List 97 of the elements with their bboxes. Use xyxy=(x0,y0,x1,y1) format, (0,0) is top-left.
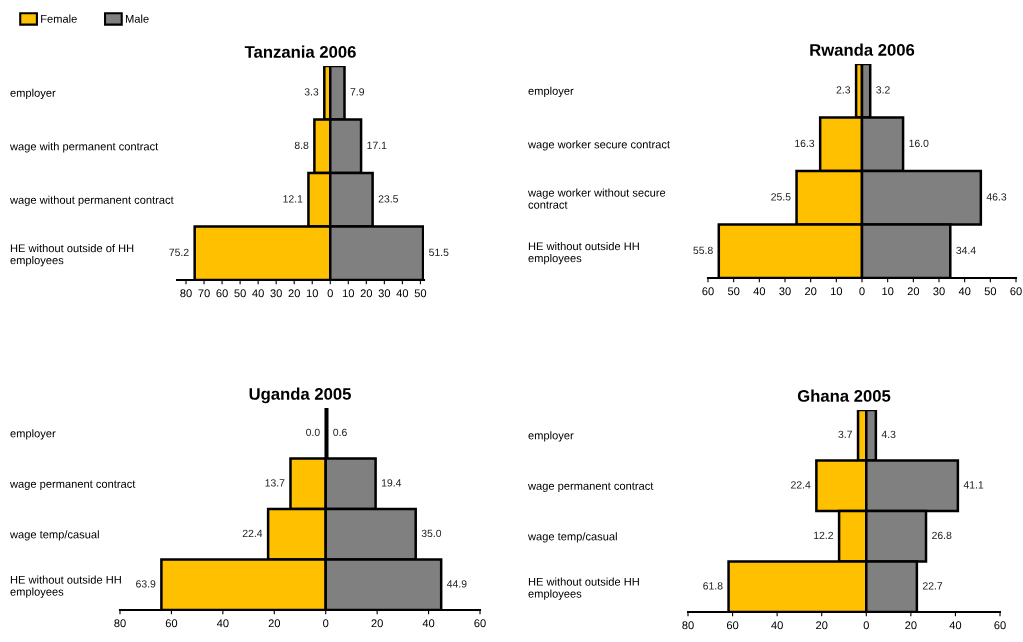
y-tick-label: wage permanent contract xyxy=(527,482,654,493)
data-label: 16.3 xyxy=(795,139,815,148)
legend-label: Female xyxy=(41,14,77,23)
data-label: 0.6 xyxy=(333,428,347,437)
data-label: 22.4 xyxy=(242,529,263,537)
data-label: 0.0 xyxy=(306,428,320,437)
x-tick-label: 40 xyxy=(753,287,766,296)
x-tick-label: 40 xyxy=(396,289,409,298)
x-tick-label: 20 xyxy=(371,619,383,628)
data-label: 55.8 xyxy=(693,246,713,255)
y-tick-label: employer xyxy=(528,86,574,98)
data-label: 46.3 xyxy=(986,193,1007,201)
y-tick-label: employer xyxy=(10,429,56,440)
x-tick-label: 10 xyxy=(306,289,318,298)
y-tick-label: wage with permanent contract xyxy=(9,142,159,153)
legend-label: Male xyxy=(125,14,149,23)
x-tick-label: 30 xyxy=(933,287,945,296)
data-label: 7.9 xyxy=(350,88,365,96)
data-label: 4.3 xyxy=(881,430,896,439)
y-tick-label: HE without outside HH employees xyxy=(10,575,121,598)
y-tick-label: wage temp/casual xyxy=(9,530,99,541)
y-tick-label: employer xyxy=(528,431,574,442)
y-tick-label: wage temp/casual xyxy=(527,532,617,543)
x-tick-label: 40 xyxy=(771,621,783,630)
x-tick-label: 20 xyxy=(805,287,817,296)
chart-title: Rwanda 2006 xyxy=(810,43,915,56)
x-tick-label: 30 xyxy=(270,289,282,298)
data-label: 22.7 xyxy=(922,582,943,590)
y-tick-label: wage permanent contract xyxy=(9,480,136,491)
chart-title: Uganda 2005 xyxy=(249,387,351,404)
x-tick-label: 40 xyxy=(958,287,971,296)
data-label: 3.7 xyxy=(838,430,852,439)
x-tick-label: 20 xyxy=(905,621,917,630)
x-tick-label: 20 xyxy=(268,619,281,628)
data-label: 63.9 xyxy=(136,580,156,588)
y-tick-label: wage worker secure contract xyxy=(527,140,670,151)
data-label: 75.2 xyxy=(169,248,189,257)
data-label: 17.1 xyxy=(367,141,387,149)
x-tick-label: 50 xyxy=(234,289,246,298)
x-tick-label: 80 xyxy=(682,621,694,630)
chart-title: Ghana 2005 xyxy=(797,389,891,402)
data-label: 2.3 xyxy=(836,86,851,94)
x-tick-label: 50 xyxy=(984,287,997,296)
data-label: 3.3 xyxy=(304,88,319,96)
y-tick-label: wage without permanent contract xyxy=(9,195,174,207)
x-tick-label: 60 xyxy=(726,621,739,630)
x-tick-label: 40 xyxy=(949,621,962,630)
data-label: 25.5 xyxy=(771,193,791,201)
x-tick-label: 60 xyxy=(994,621,1006,630)
data-label: 23.5 xyxy=(378,195,399,203)
data-label: 26.8 xyxy=(932,531,952,540)
x-tick-label: 40 xyxy=(216,619,229,628)
x-tick-label: 80 xyxy=(114,619,126,628)
x-tick-label: 20 xyxy=(360,289,373,298)
x-tick-label: 30 xyxy=(378,289,391,298)
x-tick-label: 0 xyxy=(863,621,869,630)
y-tick-label: employer xyxy=(10,88,56,100)
x-tick-label: 60 xyxy=(474,619,486,628)
x-tick-label: 60 xyxy=(1010,287,1022,296)
x-tick-label: 20 xyxy=(288,289,300,298)
x-tick-label: 20 xyxy=(816,621,828,630)
x-tick-label: 0 xyxy=(327,289,333,298)
x-tick-label: 0 xyxy=(323,619,329,628)
y-tick-label: HE without outside HH employees xyxy=(528,242,639,265)
data-label: 61.8 xyxy=(703,582,723,590)
x-tick-label: 60 xyxy=(165,619,178,628)
x-tick-label: 10 xyxy=(831,287,843,296)
data-label: 51.5 xyxy=(429,248,449,257)
data-label: 19.4 xyxy=(381,479,402,487)
chart-title: Tanzania 2006 xyxy=(244,45,356,58)
data-label: 41.1 xyxy=(963,481,984,489)
data-label: 12.2 xyxy=(814,531,834,539)
x-tick-label: 50 xyxy=(727,287,740,296)
y-tick-label: wage worker without secure contract xyxy=(527,188,666,209)
y-tick-label: HE without outside of HH employees xyxy=(10,244,134,267)
data-label: 35.0 xyxy=(421,529,442,538)
x-tick-label: 60 xyxy=(702,287,714,296)
x-tick-label: 70 xyxy=(198,289,210,298)
x-tick-label: 50 xyxy=(414,289,427,298)
x-tick-label: 40 xyxy=(422,619,435,628)
data-label: 3.2 xyxy=(876,86,890,94)
data-label: 12.1 xyxy=(283,195,303,203)
x-tick-label: 60 xyxy=(216,289,228,298)
x-tick-label: 10 xyxy=(342,289,355,298)
data-label: 16.0 xyxy=(909,139,929,148)
x-tick-label: 30 xyxy=(779,287,791,296)
x-tick-label: 80 xyxy=(180,289,192,298)
x-tick-label: 40 xyxy=(252,289,264,298)
data-label: 8.8 xyxy=(294,141,309,150)
x-tick-label: 20 xyxy=(907,287,920,296)
data-label: 13.7 xyxy=(265,479,285,487)
y-tick-label: HE without outside HH employees xyxy=(528,577,639,600)
data-label: 44.9 xyxy=(446,580,467,588)
x-tick-label: 10 xyxy=(882,287,894,296)
x-tick-label: 0 xyxy=(859,287,865,296)
data-label: 22.4 xyxy=(791,481,811,489)
data-label: 34.4 xyxy=(956,246,976,255)
